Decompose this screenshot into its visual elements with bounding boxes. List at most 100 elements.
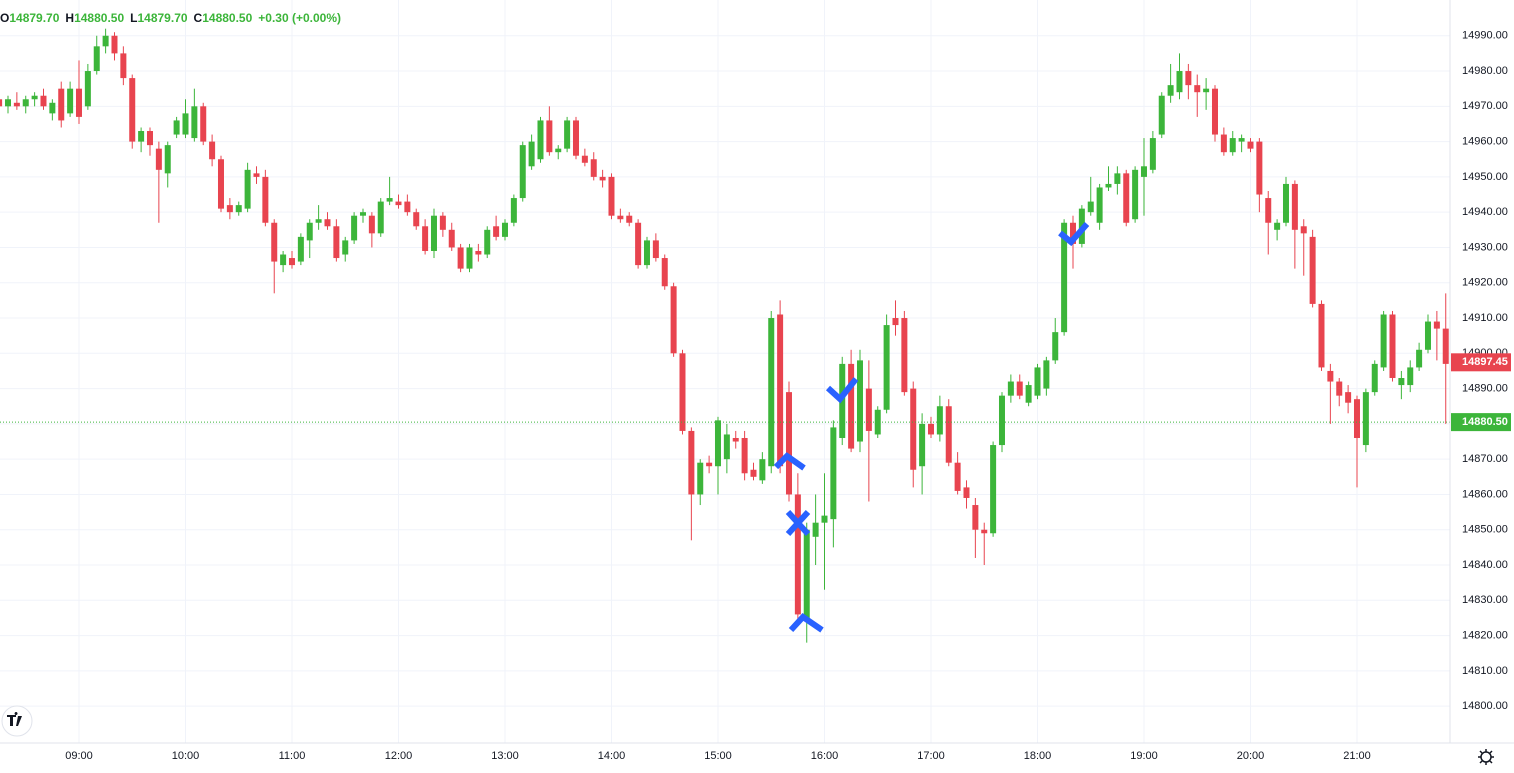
- candle-body: [93, 46, 100, 72]
- x-tick-label: 16:00: [811, 750, 839, 762]
- candle-body: [475, 250, 482, 255]
- candle-body: [812, 522, 819, 537]
- candle-body: [448, 229, 455, 248]
- candle-body: [200, 106, 207, 142]
- ohlc-value: 14880.50: [74, 11, 124, 25]
- candle-body: [1105, 183, 1112, 188]
- candle-body: [120, 53, 127, 79]
- candle-body: [785, 392, 792, 495]
- x-tick-label: 21:00: [1343, 750, 1371, 762]
- candle-body: [546, 120, 553, 153]
- candle-body: [1238, 138, 1245, 142]
- y-tick-label: 14870.00: [1462, 453, 1508, 465]
- y-tick-label: 14800.00: [1462, 700, 1508, 712]
- candle-body: [990, 445, 997, 534]
- candle-body: [1158, 95, 1165, 135]
- candle-body: [1345, 392, 1352, 403]
- candle-body: [856, 360, 863, 442]
- candle-body: [910, 388, 917, 470]
- y-tick-label: 14980.00: [1462, 65, 1508, 77]
- candle-body: [1087, 201, 1094, 213]
- candle-body: [883, 325, 890, 410]
- x-tick-label: 17:00: [917, 750, 945, 762]
- candle-body: [297, 236, 304, 262]
- candle-body: [635, 222, 642, 266]
- candle-body: [351, 215, 358, 241]
- candle-body: [590, 159, 597, 177]
- x-tick-label: 12:00: [385, 750, 413, 762]
- candle-body: [1025, 385, 1032, 403]
- y-tick-label: 14970.00: [1462, 100, 1508, 112]
- candle-body: [528, 141, 535, 167]
- candle-body: [1256, 141, 1263, 195]
- y-tick-label: 14860.00: [1462, 488, 1508, 500]
- candle-body: [13, 102, 20, 107]
- candle-body: [306, 222, 313, 241]
- candle-body: [794, 494, 801, 615]
- candle-body: [1185, 71, 1192, 86]
- candle-body: [945, 406, 952, 463]
- candle-body: [643, 240, 650, 266]
- candle-body: [519, 145, 526, 199]
- candle-body: [1407, 367, 1414, 386]
- candle-body: [564, 120, 571, 149]
- ohlc-value: 14879.70: [137, 11, 187, 25]
- candle-body: [510, 198, 517, 223]
- markers: [773, 222, 1090, 633]
- candle-body: [1043, 360, 1050, 389]
- candle-body: [1132, 169, 1139, 220]
- candle-body: [209, 141, 216, 160]
- candle-body: [84, 71, 91, 107]
- price-label: 14897.45: [1462, 356, 1508, 368]
- marker: [773, 452, 806, 471]
- candle-body: [777, 314, 784, 467]
- candle-body: [998, 395, 1005, 446]
- candle-body: [972, 505, 979, 530]
- ohlc-header: O14879.70 H14880.50 L14879.70 C14880.50 +0.3…: [0, 11, 341, 25]
- y-tick-label: 14990.00: [1462, 30, 1508, 42]
- candle-body: [1176, 71, 1183, 93]
- candle-body: [395, 201, 402, 206]
- candle-body: [501, 222, 508, 237]
- marker: [788, 613, 824, 633]
- candle-body: [111, 35, 118, 54]
- candle-body: [661, 258, 668, 287]
- candle-body: [803, 529, 810, 618]
- price-label: 14880.50: [1462, 416, 1508, 428]
- candle-body: [537, 120, 544, 160]
- settings-icon[interactable]: [1478, 749, 1494, 765]
- price-label-box: [1451, 353, 1511, 372]
- candle-body: [750, 469, 757, 477]
- x-tick-label: 11:00: [279, 750, 306, 762]
- candle-body: [22, 99, 29, 107]
- candle-body: [1371, 363, 1378, 393]
- candle-body: [741, 437, 748, 474]
- candle-body: [155, 148, 162, 170]
- candle-body: [404, 201, 411, 213]
- ohlc-key: O: [0, 11, 9, 25]
- x-tick-label: 20:00: [1237, 750, 1265, 762]
- x-tick-label: 19:00: [1130, 750, 1158, 762]
- candle-body: [572, 120, 579, 156]
- candle-body: [58, 88, 65, 121]
- candle-body: [75, 88, 82, 117]
- candle-body: [173, 120, 180, 135]
- candle-body: [146, 131, 153, 146]
- candle-body: [377, 201, 384, 234]
- y-tick-label: 14820.00: [1462, 629, 1508, 641]
- candle-body: [1007, 381, 1014, 396]
- candle-body: [333, 226, 340, 259]
- candle-body: [1265, 198, 1272, 223]
- candle-body: [1433, 321, 1440, 329]
- y-tick-label: 14840.00: [1462, 559, 1508, 571]
- candle-body: [617, 215, 624, 220]
- candle-body: [732, 437, 739, 442]
- candle-body: [555, 148, 562, 153]
- candle-body: [1362, 392, 1369, 446]
- candle-body: [164, 145, 171, 174]
- candle-body: [608, 176, 615, 216]
- candle-body: [1016, 381, 1023, 396]
- candle-body: [688, 430, 695, 495]
- candle-body: [1061, 222, 1068, 333]
- tv-logo: [1, 705, 33, 737]
